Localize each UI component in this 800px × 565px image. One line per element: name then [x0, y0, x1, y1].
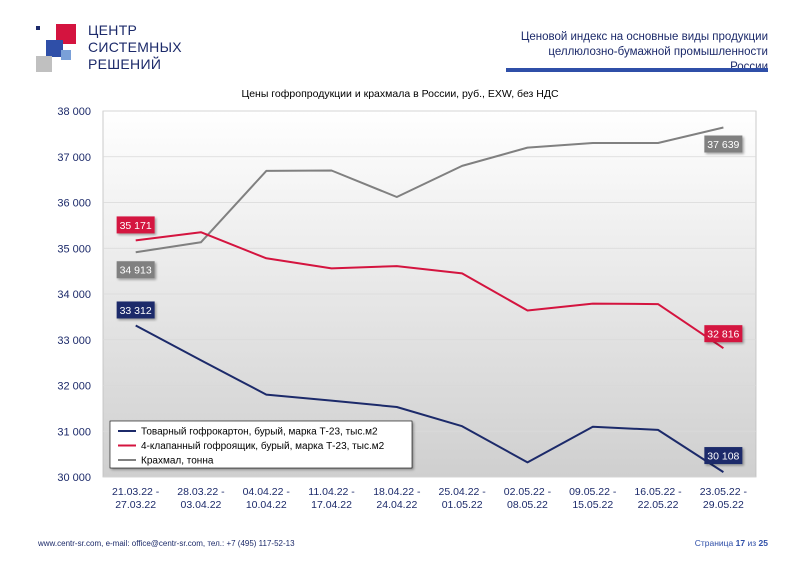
- series-line: [135, 324, 724, 473]
- page-number: 17: [735, 538, 746, 548]
- x-tick-label: 29.05.22: [703, 499, 744, 511]
- logo-line-1: ЦЕНТР: [88, 22, 138, 38]
- company-logo: [36, 24, 76, 72]
- x-tick-label: 02.05.22 -: [504, 486, 552, 498]
- page-word: Страница: [694, 538, 734, 548]
- logo-square-red: [56, 24, 76, 44]
- data-labels: 33 312 30 108 35 171 32 816 34 913 37 639: [116, 135, 743, 465]
- legend-box: [109, 420, 413, 469]
- footer-contacts: www.centr-sr.com, e-mail: office@centr-s…: [38, 539, 295, 548]
- legend-label: 4-клапанный гофроящик, бурый, марка Т-23…: [141, 440, 385, 452]
- logo-line-3: РЕШЕНИЙ: [88, 56, 162, 72]
- x-tick-label: 27.03.22: [115, 499, 156, 511]
- data-label: 30 108: [704, 447, 743, 465]
- x-tick-label: 04.04.22 -: [243, 486, 291, 498]
- y-tick-label: 34 000: [57, 289, 91, 301]
- x-tick-label: 09.05.22 -: [569, 486, 617, 498]
- x-tick-label: 03.04.22: [181, 499, 222, 511]
- x-tick-label: 17.04.22: [311, 499, 352, 511]
- series-lines: [135, 126, 724, 473]
- y-tick-label: 38 000: [57, 106, 91, 118]
- data-label-box: [116, 301, 155, 319]
- data-label-box: [704, 447, 743, 465]
- logo-line-2: СИСТЕМНЫХ: [88, 39, 182, 55]
- x-tick-label: 11.04.22 -: [308, 486, 355, 498]
- grid-lines: [103, 110, 756, 478]
- legend: Товарный гофрокартон, бурый, марка Т-23,…: [109, 420, 413, 469]
- data-label-text: 34 913: [120, 265, 152, 277]
- data-label-box: [116, 261, 155, 279]
- x-tick-label: 01.05.22: [442, 499, 483, 511]
- logo-square-small: [36, 26, 40, 30]
- series-line: [135, 231, 724, 350]
- data-label: 32 816: [704, 325, 743, 343]
- data-label-text: 37 639: [707, 139, 739, 151]
- data-label: 34 913: [116, 261, 155, 279]
- y-axis: 30 000 31 000 32 000 33 000 34 000 35 000 36 0…: [57, 106, 91, 484]
- data-label-box: [704, 135, 743, 153]
- data-label-box: [116, 216, 155, 234]
- series-line: [135, 126, 724, 254]
- data-label-text: 30 108: [707, 451, 739, 463]
- header-divider: [506, 68, 768, 72]
- data-label: 37 639: [704, 135, 743, 153]
- chart-title: Цены гофропродукции и крахмала в России,…: [241, 88, 559, 100]
- data-label-text: 32 816: [707, 329, 739, 341]
- x-tick-label: 10.04.22: [246, 499, 287, 511]
- x-axis: 21.03.22 -27.03.22 28.03.22 -03.04.22 04.0…: [112, 486, 747, 511]
- x-tick-label: 16.05.22 -: [634, 486, 682, 498]
- data-label: 35 171: [116, 216, 155, 234]
- y-tick-label: 35 000: [57, 243, 91, 255]
- x-tick-label: 18.04.22 -: [373, 486, 421, 498]
- x-tick-label: 08.05.22: [507, 499, 548, 511]
- x-tick-label: 15.05.22: [572, 499, 613, 511]
- y-tick-label: 37 000: [57, 152, 91, 164]
- data-label-text: 35 171: [120, 220, 152, 232]
- line-chart: 30 000 31 000 32 000 33 000 34 000 35 000 36 0…: [57, 106, 757, 511]
- y-tick-label: 30 000: [57, 472, 91, 484]
- x-tick-label: 28.03.22 -: [177, 486, 225, 498]
- x-tick-label: 22.05.22: [638, 499, 679, 511]
- logo-text: ЦЕНТР СИСТЕМНЫХ РЕШЕНИЙ: [88, 22, 182, 73]
- logo-square-lightblue: [61, 50, 71, 60]
- legend-label: Крахмал, тонна: [141, 456, 214, 467]
- logo-square-blue: [46, 40, 63, 57]
- page-indicator: Страница 17 из 25: [695, 538, 768, 548]
- y-tick-label: 36 000: [57, 198, 91, 210]
- logo-square-gray: [36, 56, 52, 72]
- x-tick-label: 23.05.22 -: [700, 486, 748, 498]
- header-title-line-1: Ценовой индекс на основные виды продукци…: [520, 31, 768, 43]
- y-tick-label: 31 000: [57, 426, 91, 438]
- x-tick-label: 21.03.22 -: [112, 486, 160, 498]
- x-tick-label: 25.04.22 -: [439, 486, 487, 498]
- y-tick-label: 33 000: [57, 335, 91, 347]
- data-label: 33 312: [116, 301, 155, 319]
- y-tick-label: 32 000: [57, 381, 91, 393]
- page-total: 25: [758, 538, 768, 548]
- data-label-box: [704, 325, 743, 343]
- legend-label: Товарный гофрокартон, бурый, марка Т-23,…: [141, 426, 378, 438]
- data-label-text: 33 312: [120, 305, 152, 317]
- x-tick-label: 24.04.22: [376, 499, 417, 511]
- page-of: из: [747, 538, 757, 548]
